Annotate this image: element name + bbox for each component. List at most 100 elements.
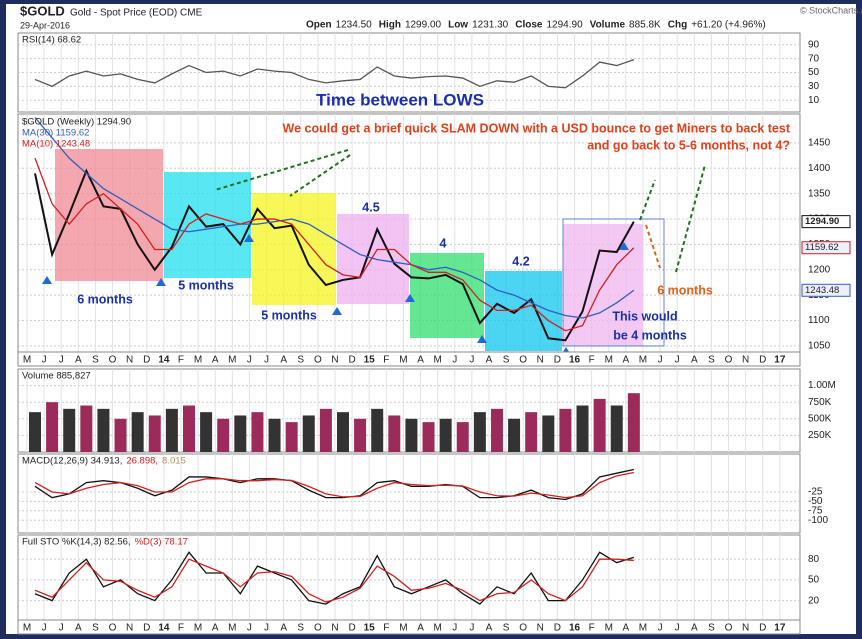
x-tick-label: 17 [774,623,786,634]
volume-bar [97,408,110,452]
box [252,193,336,305]
x-tick-label: A [75,623,82,634]
up-arrow [619,242,629,262]
x-tick-label: D [759,623,766,634]
panel-title: Time between LOWS [316,90,484,109]
annotation: 6 months [657,283,713,297]
volume-bar [371,408,384,452]
box [410,253,484,338]
y-tick-label: 50 [808,575,820,586]
x-tick-label: A [486,355,493,366]
x-tick-label: F [178,623,184,634]
y-tick-label: 70 [808,53,820,64]
x-tick-label: N [126,623,133,634]
x-tick-label: M [228,355,236,366]
x-tick-label: O [725,355,733,366]
x-tick-label: A [75,355,82,366]
x-tick-label: A [486,623,493,634]
y-tick-label: 750K [808,397,832,408]
x-tick-label: A [691,355,698,366]
y-tick-label: 80 [808,554,820,565]
box [55,149,163,281]
x-tick-label: A [212,355,219,366]
volume-bar [217,418,230,452]
volume-bar [610,405,623,452]
volume-bar [46,402,59,452]
y-tick-label: -75 [808,505,823,516]
quote-label: Chg [668,20,687,31]
y-tick-label: -25 [808,487,823,498]
x-tick-label: 14 [158,355,170,366]
legend-entry: MACD(12,26,9) 34.913, [22,456,122,467]
x-tick-label: D [554,355,561,366]
x-tick-label: S [708,623,715,634]
volume-bar [234,415,247,452]
series-line [34,558,634,603]
volume-bar [63,408,76,452]
x-tick-label: M [605,623,613,634]
up-arrow [42,276,52,296]
volume-bar [131,412,144,452]
volume-bar [200,412,213,452]
volume-bar [490,408,503,452]
x-tick-label: J [59,623,64,634]
series-line [34,157,635,332]
annotation: 4 [440,236,447,250]
price-label: 1243.48 [805,285,839,296]
x-tick-label: 14 [158,623,170,634]
up-arrow [244,234,254,254]
quote-label: Low [448,20,468,31]
x-tick-label: A [417,355,424,366]
dashed-arrow [675,164,706,273]
x-tick-label: N [331,623,338,634]
x-tick-label: S [708,355,715,366]
volume-bar [302,415,315,452]
quote-value: +61.20 (+4.96%) [691,20,766,31]
volume-bar [559,408,572,452]
x-tick-label: M [23,623,31,634]
volume-bar [165,408,178,452]
x-tick-label: J [675,623,680,634]
annotation: 4.2 [512,254,529,268]
x-tick-label: J [42,355,47,366]
x-tick-label: D [554,623,561,634]
x-tick-label: J [247,623,252,634]
x-tick-label: J [469,623,474,634]
x-tick-label: F [589,623,595,634]
x-tick-label: J [247,355,252,366]
x-tick-label: S [503,623,510,634]
legend-entry: Full STO %K(14,3) 82.56, [22,537,131,548]
price-label-box [801,215,851,229]
y-tick-label: 90 [808,39,820,50]
x-tick-label: J [452,623,457,634]
quote: Open 1234.50 High 1299.00 Low 1231.30 Close 129… [306,20,766,31]
x-tick-label: A [623,355,630,366]
box-outline [562,218,665,347]
annotation: 5 months [261,308,317,322]
y-tick-label: -100 [808,515,828,526]
price-label: 1294.90 [805,216,839,227]
credit: © StockCharts.com [800,5,862,15]
y-tick-label: 250K [808,430,832,441]
x-tick-label: M [228,623,236,634]
legend-entry: Volume 885,827 [22,371,91,382]
volume-bar [285,422,298,452]
volume-bar [405,418,418,452]
y-tick-label: 1200 [808,264,831,275]
y-tick-label: 50 [808,67,820,78]
annotation: 4.5 [362,200,379,214]
volume-bar [336,412,349,452]
x-tick-label: 17 [774,355,786,366]
x-tick-label: N [331,355,338,366]
x-tick-label: N [742,355,749,366]
x-tick-label: J [42,623,47,634]
up-arrow [156,278,166,298]
x-tick-label: M [23,355,31,366]
x-tick-label: N [126,355,133,366]
legend-entry: 8.015 [162,456,186,467]
volume-bar [593,398,606,452]
volume-bar [542,415,555,452]
annotation: This would [612,309,677,323]
x-tick-label: O [519,355,527,366]
